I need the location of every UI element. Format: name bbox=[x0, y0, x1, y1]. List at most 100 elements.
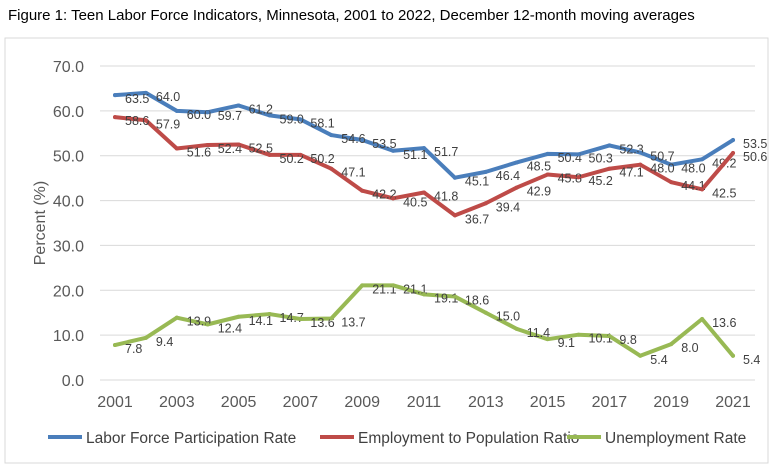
x-tick-label: 2001 bbox=[97, 394, 133, 411]
x-tick-label: 2011 bbox=[407, 394, 442, 411]
data-label: 8.0 bbox=[681, 341, 698, 355]
data-label: 50.2 bbox=[310, 152, 334, 166]
data-label: 60.0 bbox=[187, 108, 211, 122]
data-label: 21.1 bbox=[403, 282, 427, 296]
y-tick-label: 0.0 bbox=[62, 373, 84, 390]
data-point bbox=[113, 93, 117, 98]
data-point bbox=[576, 175, 581, 180]
data-label: 53.5 bbox=[743, 137, 767, 151]
data-label: 58.1 bbox=[310, 116, 334, 130]
data-label: 54.6 bbox=[341, 132, 365, 146]
data-point bbox=[483, 310, 488, 315]
data-label: 50.7 bbox=[650, 150, 674, 164]
data-point bbox=[267, 152, 272, 157]
data-label: 9.8 bbox=[619, 333, 636, 347]
y-tick-label: 30.0 bbox=[53, 238, 84, 255]
data-label: 45.1 bbox=[465, 175, 489, 189]
data-label: 57.9 bbox=[156, 117, 180, 131]
data-label: 47.1 bbox=[341, 166, 365, 180]
data-label: 46.4 bbox=[496, 169, 520, 183]
data-point bbox=[360, 283, 365, 288]
legend-label: Labor Force Participation Rate bbox=[86, 430, 296, 447]
data-label: 50.4 bbox=[558, 151, 582, 165]
data-point bbox=[731, 151, 735, 156]
data-point bbox=[669, 162, 674, 167]
data-label: 18.6 bbox=[465, 294, 489, 308]
data-label: 52.3 bbox=[619, 142, 643, 156]
x-tick-label: 2013 bbox=[468, 394, 504, 411]
x-tick-label: 2007 bbox=[283, 394, 319, 411]
data-label: 7.8 bbox=[125, 342, 142, 356]
y-tick-label: 70.0 bbox=[53, 59, 84, 76]
chart-title: Figure 1: Teen Labor Force Indicators, M… bbox=[8, 7, 695, 24]
data-point bbox=[205, 322, 210, 327]
data-point bbox=[669, 342, 674, 347]
data-point bbox=[700, 157, 705, 162]
data-point bbox=[700, 187, 705, 192]
data-label: 42.5 bbox=[712, 186, 736, 200]
data-point bbox=[391, 283, 396, 288]
data-point bbox=[113, 343, 117, 348]
data-point bbox=[360, 188, 365, 193]
y-tick-label: 10.0 bbox=[53, 328, 84, 345]
x-tick-label: 2005 bbox=[221, 394, 257, 411]
x-tick-label: 2017 bbox=[592, 394, 628, 411]
x-tick-label: 2003 bbox=[159, 394, 195, 411]
x-tick-label: 2009 bbox=[344, 394, 380, 411]
data-point bbox=[607, 166, 612, 171]
data-label: 12.4 bbox=[218, 321, 242, 335]
data-point bbox=[669, 180, 674, 185]
data-label: 51.1 bbox=[403, 148, 427, 162]
data-point bbox=[298, 117, 303, 122]
data-label: 45.8 bbox=[558, 172, 582, 186]
y-tick-label: 40.0 bbox=[53, 194, 84, 211]
data-point bbox=[514, 326, 519, 331]
data-point bbox=[267, 113, 272, 118]
data-label: 44.1 bbox=[681, 179, 705, 193]
y-tick-label: 20.0 bbox=[53, 283, 84, 300]
y-axis-label: Percent (%) bbox=[32, 181, 49, 265]
y-tick-label: 50.0 bbox=[53, 149, 84, 166]
data-label: 39.4 bbox=[496, 200, 520, 214]
data-point bbox=[700, 316, 705, 321]
data-point bbox=[638, 150, 643, 155]
data-point bbox=[143, 118, 148, 123]
data-point bbox=[329, 133, 334, 138]
data-point bbox=[731, 138, 735, 143]
data-point bbox=[329, 316, 334, 321]
data-label: 51.6 bbox=[187, 146, 211, 160]
data-label: 59.0 bbox=[280, 112, 304, 126]
data-label: 14.1 bbox=[249, 314, 273, 328]
data-point bbox=[576, 152, 581, 157]
data-point bbox=[205, 110, 210, 115]
data-label: 53.5 bbox=[372, 137, 396, 151]
data-point bbox=[422, 292, 426, 297]
legend-label: Employment to Population Ratio bbox=[358, 430, 579, 447]
data-label: 13.7 bbox=[341, 316, 365, 330]
data-point bbox=[174, 108, 179, 113]
data-point bbox=[576, 332, 581, 337]
data-point bbox=[514, 185, 519, 190]
data-point bbox=[483, 201, 488, 206]
data-label: 52.4 bbox=[218, 142, 242, 156]
data-point bbox=[267, 312, 272, 317]
data-point bbox=[174, 146, 179, 151]
data-point bbox=[329, 166, 334, 171]
data-point bbox=[143, 335, 148, 340]
data-point bbox=[236, 103, 241, 108]
data-label: 59.7 bbox=[218, 109, 242, 123]
data-label: 48.0 bbox=[681, 162, 705, 176]
data-point bbox=[483, 169, 488, 174]
data-label: 5.4 bbox=[650, 353, 667, 367]
data-point bbox=[545, 151, 550, 156]
data-point bbox=[298, 316, 303, 321]
data-label: 21.1 bbox=[372, 282, 396, 296]
data-label: 40.5 bbox=[403, 195, 427, 209]
data-point bbox=[545, 172, 550, 177]
data-point bbox=[143, 90, 148, 95]
data-label: 19.1 bbox=[434, 291, 458, 305]
data-point bbox=[360, 138, 365, 143]
data-label: 5.4 bbox=[743, 353, 760, 367]
data-label: 14.7 bbox=[280, 311, 304, 325]
